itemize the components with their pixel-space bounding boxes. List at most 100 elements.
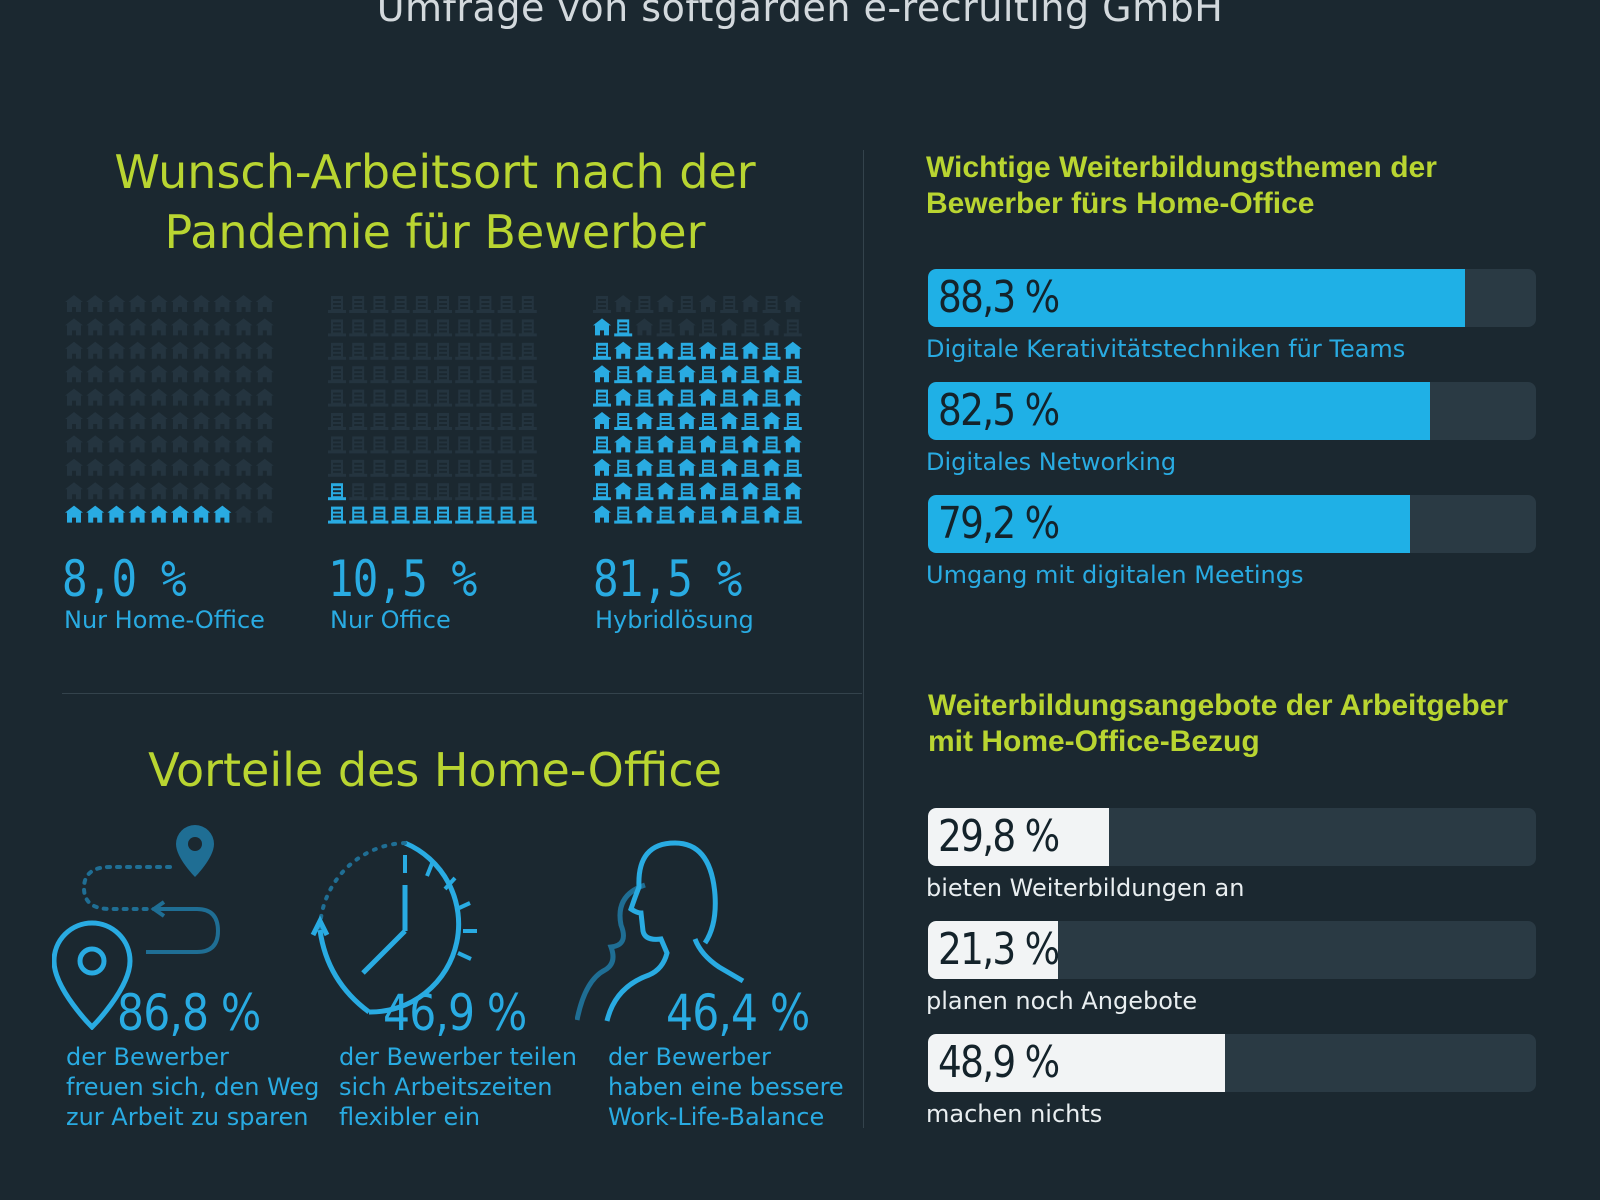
pictogram-icon bbox=[391, 366, 410, 384]
pictogram-icon bbox=[370, 296, 389, 313]
pictogram-icon bbox=[255, 458, 274, 476]
pictogram-icon bbox=[171, 341, 189, 359]
pictogram-icon bbox=[614, 341, 633, 359]
pictogram-icon bbox=[783, 341, 802, 359]
pictogram-icon bbox=[741, 366, 760, 384]
topic-bar-value-1: 88,3 % bbox=[938, 272, 1060, 323]
pictogram-icon bbox=[391, 506, 410, 524]
pictogram-icon bbox=[677, 365, 696, 383]
pictogram-icon bbox=[86, 318, 105, 336]
offer-bar-label-1: bieten Weiterbildungen an bbox=[926, 874, 1245, 902]
pictogram-icon bbox=[349, 436, 368, 454]
pictogram-icon bbox=[593, 436, 611, 454]
pictogram-icon bbox=[762, 296, 781, 313]
pictogram-icon bbox=[656, 482, 675, 500]
pictogram-icon bbox=[213, 318, 232, 336]
pictogram-icon bbox=[741, 435, 760, 453]
pictogram-icon bbox=[656, 319, 675, 337]
pictogram-icon bbox=[234, 341, 253, 359]
offer-bar-track-2: 21,3 % bbox=[928, 921, 1536, 979]
pictogram-icon bbox=[434, 319, 452, 337]
pictogram-icon bbox=[434, 389, 452, 407]
topic-bar-track-2: 82,5 % bbox=[928, 382, 1536, 440]
pictogram-icon bbox=[128, 295, 147, 312]
pictogram-icon bbox=[391, 319, 410, 337]
pictogram-icon bbox=[128, 505, 147, 523]
pictogram-icon bbox=[213, 505, 232, 523]
pictogram-icon bbox=[518, 342, 537, 360]
pictogram-icon bbox=[614, 482, 633, 500]
pictogram-icon bbox=[213, 482, 232, 500]
pictogram-icon bbox=[328, 366, 346, 384]
pictogram-icon bbox=[614, 388, 633, 406]
pictogram-icon bbox=[476, 319, 495, 337]
pictogram-icon bbox=[328, 506, 346, 524]
pictogram-icon bbox=[171, 435, 189, 453]
pictogram-icon bbox=[741, 319, 760, 337]
pictogram-icon bbox=[518, 366, 537, 384]
pictogram-icon bbox=[192, 318, 211, 336]
pictogram-icon bbox=[635, 342, 654, 360]
pictogram-icon bbox=[476, 483, 495, 501]
pictogram-icon bbox=[720, 458, 739, 476]
pictogram-icon bbox=[255, 318, 274, 336]
pictogram-icon bbox=[434, 436, 452, 454]
pictogram-icon bbox=[213, 458, 232, 476]
pictogram-icon bbox=[255, 505, 274, 523]
survey-subtitle: Umfrage von softgarden e-recruiting GmbH bbox=[376, 0, 1224, 30]
pictogram-icon bbox=[677, 458, 696, 476]
pictogram-icon bbox=[328, 389, 346, 407]
pictogram-icon bbox=[192, 412, 211, 429]
pictogram-icon bbox=[762, 505, 781, 523]
pictogram-icon bbox=[65, 365, 83, 383]
pictogram-icon bbox=[476, 436, 495, 454]
offer-bar-label-2: planen noch Angebote bbox=[926, 987, 1198, 1015]
pictogram-icon bbox=[255, 435, 274, 453]
pictogram-icon bbox=[328, 483, 346, 501]
pictogram-icon bbox=[518, 459, 537, 477]
pictogram-icon bbox=[412, 436, 431, 454]
pictogram-icon bbox=[192, 295, 211, 312]
pictogram-icon bbox=[762, 318, 781, 336]
pictogram-icon bbox=[107, 318, 126, 336]
pictogram-icon bbox=[476, 389, 495, 407]
pictogram-icon bbox=[518, 506, 537, 524]
advantage-commute-percent: 86,8 % bbox=[117, 984, 261, 1042]
pictogram-icon bbox=[65, 435, 83, 453]
pictogram-icon bbox=[656, 295, 675, 312]
pictogram-icon bbox=[370, 319, 389, 337]
pictogram-icon bbox=[635, 365, 654, 383]
pictogram-icon bbox=[677, 505, 696, 523]
pictogram-icon bbox=[149, 412, 168, 429]
topic-bar-1 bbox=[928, 269, 1465, 327]
pictogram-icon bbox=[391, 436, 410, 454]
advantage-balance-percent: 46,4 % bbox=[666, 984, 810, 1042]
pictogram-icon bbox=[370, 436, 389, 454]
pictogram-icon bbox=[720, 412, 739, 429]
pictogram-icon bbox=[741, 413, 760, 430]
pictogram-icon bbox=[614, 413, 633, 430]
offer-bar-2 bbox=[928, 921, 1058, 979]
topic-bar-value-3: 79,2 % bbox=[938, 498, 1060, 549]
pictogram-icon bbox=[149, 318, 168, 336]
pictogram-icon bbox=[593, 483, 611, 501]
pictogram-icon bbox=[699, 388, 717, 406]
pictogram-icon bbox=[192, 435, 211, 453]
pictogram-icon bbox=[593, 412, 611, 429]
pictogram-icon bbox=[234, 435, 253, 453]
advantages-title: Vorteile des Home-Office bbox=[148, 743, 722, 797]
pictogram-icon bbox=[255, 482, 274, 500]
pictogram-icon bbox=[234, 505, 253, 523]
pictogram-icon bbox=[391, 296, 410, 313]
pictogram-icon bbox=[234, 388, 253, 406]
pictogram-icon bbox=[497, 436, 516, 454]
pictogram-icon bbox=[699, 459, 717, 477]
pictogram-icon bbox=[635, 458, 654, 476]
offer-bar-1 bbox=[928, 808, 1110, 866]
pictogram-icon bbox=[476, 506, 495, 524]
pictogram-icon bbox=[656, 341, 675, 359]
pictogram-icon bbox=[128, 318, 147, 336]
topic-bar-label-1: Digitale Kerativitätstechniken für Teams bbox=[926, 335, 1406, 363]
hybrid-icon-grid bbox=[593, 295, 802, 524]
pictogram-icon bbox=[412, 483, 431, 501]
